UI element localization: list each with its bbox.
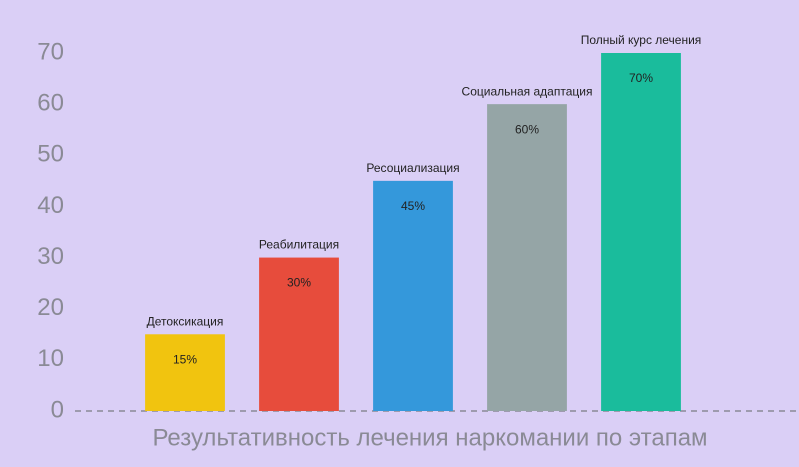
bar [373, 180, 453, 411]
y-tick-label: 0 [51, 396, 64, 423]
y-tick-label: 10 [37, 345, 64, 372]
bar [601, 53, 681, 411]
category-label: Детоксикация [147, 314, 224, 328]
y-tick-label: 50 [37, 141, 64, 168]
y-tick-label: 20 [37, 294, 64, 321]
category-label: Реабилитация [259, 238, 339, 252]
chart-title: Результативность лечения наркомании по э… [152, 424, 707, 451]
bar [487, 104, 567, 412]
value-label: 70% [629, 71, 653, 85]
bar [145, 334, 225, 411]
category-label: Ресоциализация [366, 161, 459, 175]
value-label: 30% [287, 276, 311, 290]
category-label: Полный курс лечения [581, 33, 702, 47]
value-label: 45% [401, 199, 425, 213]
value-label: 60% [515, 122, 539, 136]
y-tick-label: 70 [37, 38, 64, 65]
y-tick-label: 60 [37, 89, 64, 116]
value-label: 15% [173, 352, 197, 366]
y-tick-label: 40 [37, 192, 64, 219]
category-label: Социальная адаптация [462, 84, 593, 98]
bar [259, 257, 339, 411]
y-tick-label: 30 [37, 243, 64, 270]
